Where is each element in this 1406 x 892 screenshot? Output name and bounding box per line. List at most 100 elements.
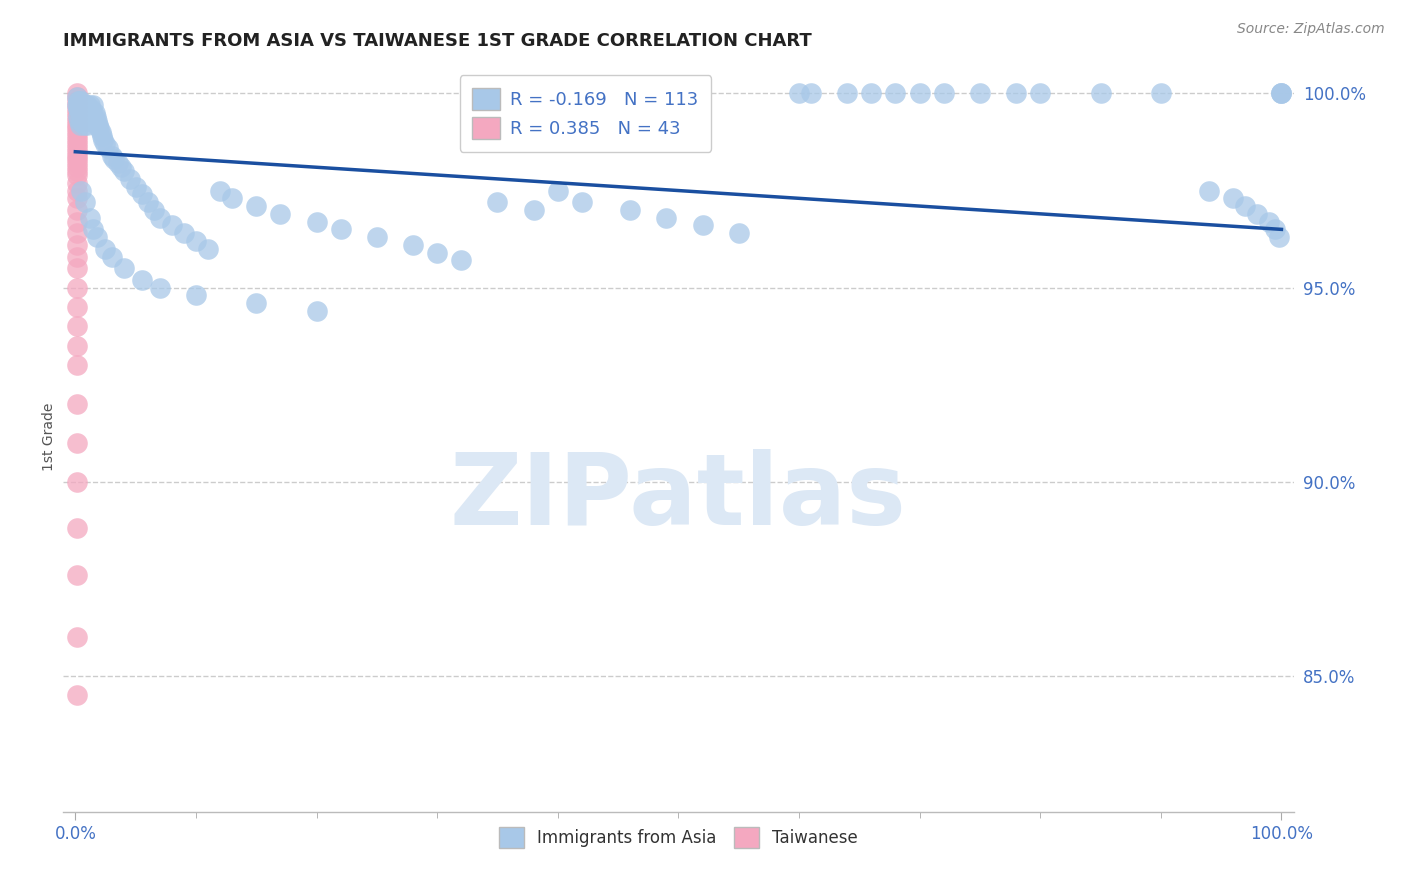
Point — [65, 148, 87, 162]
Point — [70, 102, 93, 116]
Point — [65, 319, 87, 334]
Point — [1270, 87, 1292, 101]
Point — [245, 199, 267, 213]
Point — [69, 118, 91, 132]
Point — [184, 234, 207, 248]
Point — [90, 129, 112, 144]
Point — [65, 202, 87, 217]
Point — [89, 121, 111, 136]
Point — [103, 153, 125, 167]
Point — [65, 436, 87, 450]
Point — [619, 202, 641, 217]
Point — [1258, 214, 1281, 228]
Point — [269, 207, 291, 221]
Point — [65, 98, 87, 112]
Point — [884, 87, 907, 101]
Point — [65, 475, 87, 489]
Point — [523, 202, 546, 217]
Point — [65, 125, 87, 139]
Point — [426, 245, 449, 260]
Point — [65, 156, 87, 170]
Point — [70, 184, 93, 198]
Point — [80, 113, 103, 128]
Point — [197, 242, 219, 256]
Point — [73, 110, 96, 124]
Point — [450, 253, 472, 268]
Point — [969, 87, 991, 101]
Point — [66, 110, 89, 124]
Point — [86, 230, 108, 244]
Point — [65, 133, 87, 147]
Point — [77, 113, 100, 128]
Point — [65, 261, 87, 276]
Point — [73, 118, 96, 132]
Point — [67, 113, 90, 128]
Text: IMMIGRANTS FROM ASIA VS TAIWANESE 1ST GRADE CORRELATION CHART: IMMIGRANTS FROM ASIA VS TAIWANESE 1ST GR… — [63, 32, 813, 50]
Point — [100, 250, 122, 264]
Point — [65, 227, 87, 241]
Point — [932, 87, 955, 101]
Point — [1268, 230, 1291, 244]
Point — [70, 95, 93, 109]
Point — [1246, 207, 1268, 221]
Point — [65, 358, 87, 372]
Point — [82, 106, 104, 120]
Point — [65, 90, 87, 104]
Point — [70, 113, 93, 128]
Point — [65, 90, 87, 104]
Point — [65, 688, 87, 702]
Point — [1270, 87, 1292, 101]
Point — [72, 110, 94, 124]
Point — [1264, 222, 1286, 236]
Point — [94, 136, 117, 151]
Point — [65, 280, 87, 294]
Point — [1090, 87, 1112, 101]
Point — [860, 87, 883, 101]
Point — [91, 133, 114, 147]
Legend: Immigrants from Asia, Taiwanese: Immigrants from Asia, Taiwanese — [491, 819, 866, 855]
Point — [94, 242, 117, 256]
Point — [65, 300, 87, 314]
Point — [65, 397, 87, 411]
Point — [65, 521, 87, 535]
Point — [65, 630, 87, 644]
Point — [305, 214, 328, 228]
Point — [221, 191, 243, 205]
Point — [65, 339, 87, 353]
Point — [79, 211, 101, 225]
Point — [69, 98, 91, 112]
Point — [65, 238, 87, 252]
Point — [87, 118, 110, 132]
Point — [173, 227, 195, 241]
Point — [67, 102, 90, 116]
Point — [142, 202, 165, 217]
Point — [72, 98, 94, 112]
Point — [80, 102, 103, 116]
Point — [124, 179, 146, 194]
Point — [1005, 87, 1028, 101]
Point — [131, 273, 153, 287]
Point — [209, 184, 232, 198]
Point — [65, 102, 87, 116]
Point — [65, 113, 87, 128]
Point — [65, 118, 87, 132]
Point — [97, 141, 120, 155]
Point — [76, 106, 98, 120]
Point — [402, 238, 425, 252]
Point — [79, 110, 101, 124]
Point — [77, 102, 100, 116]
Point — [149, 280, 172, 294]
Point — [65, 141, 87, 155]
Point — [1222, 191, 1244, 205]
Point — [131, 187, 153, 202]
Point — [65, 168, 87, 182]
Point — [75, 110, 97, 124]
Point — [366, 230, 388, 244]
Point — [184, 288, 207, 302]
Point — [655, 211, 678, 225]
Point — [76, 98, 98, 112]
Point — [73, 106, 96, 120]
Point — [837, 87, 859, 101]
Point — [908, 87, 931, 101]
Point — [107, 156, 129, 170]
